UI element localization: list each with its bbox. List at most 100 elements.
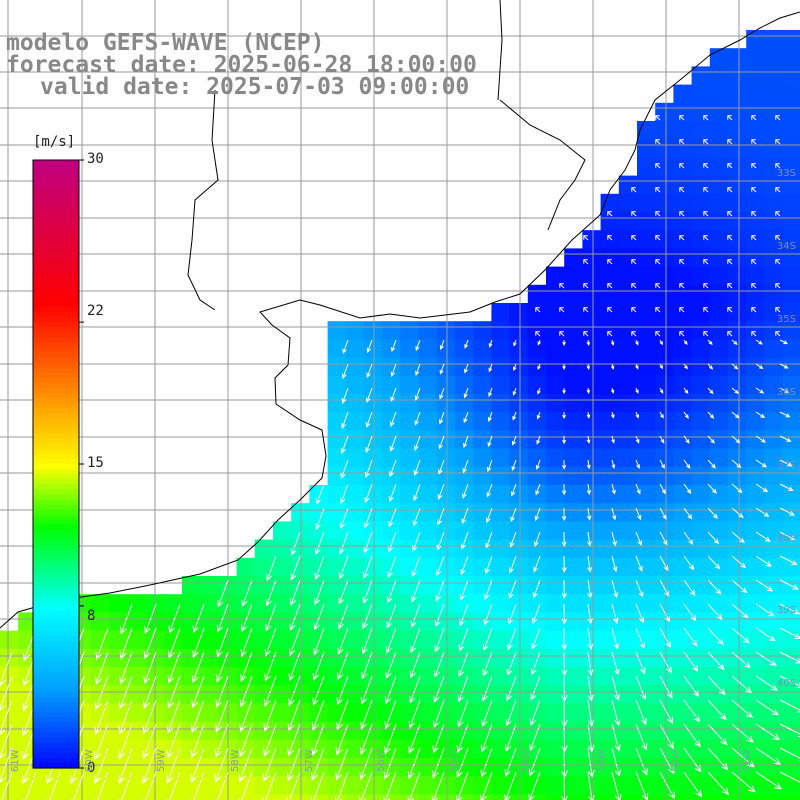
colorbar-segment bbox=[33, 236, 79, 242]
wind-arrow bbox=[192, 603, 205, 634]
wind-speed-cell bbox=[728, 357, 747, 377]
wind-speed-cell bbox=[746, 266, 765, 286]
wind-arrow bbox=[0, 699, 13, 736]
wind-arrow bbox=[655, 211, 661, 217]
wind-arrow bbox=[587, 699, 595, 728]
wind-speed-cell bbox=[418, 776, 438, 795]
wind-speed-cell bbox=[618, 303, 638, 322]
colorbar-segment bbox=[33, 312, 79, 318]
wind-speed-cell bbox=[782, 193, 800, 213]
wind-speed-cell bbox=[509, 794, 529, 800]
wind-arrow bbox=[635, 627, 645, 650]
wind-arrow bbox=[361, 651, 373, 680]
wind-arrow bbox=[775, 139, 781, 145]
wind-speed-cell bbox=[473, 321, 492, 340]
wind-speed-cell bbox=[564, 266, 583, 286]
wind-speed-cell bbox=[436, 375, 456, 395]
wind-speed-cell bbox=[473, 503, 492, 522]
wind-speed-cell bbox=[582, 685, 602, 704]
wind-arrow bbox=[364, 483, 373, 504]
wind-arrow bbox=[779, 411, 791, 418]
wind-arrow bbox=[731, 579, 748, 594]
wind-speed-cell bbox=[564, 394, 583, 413]
wind-speed-cell bbox=[782, 594, 800, 613]
wind-speed-cell bbox=[400, 394, 420, 413]
wind-arrow bbox=[631, 283, 637, 289]
wind-arrow bbox=[583, 283, 589, 289]
wind-arrow bbox=[265, 579, 277, 607]
wind-arrow bbox=[409, 675, 421, 704]
wind-speed-cell bbox=[546, 284, 565, 304]
wind-arrow bbox=[362, 579, 373, 605]
wind-arrow bbox=[459, 603, 469, 627]
wind-speed-cell bbox=[673, 612, 693, 632]
wind-speed-cell bbox=[655, 303, 674, 322]
wind-speed-cell bbox=[527, 448, 547, 468]
wind-speed-cell bbox=[709, 121, 729, 140]
wind-arrow bbox=[779, 555, 798, 565]
wind-speed-cell bbox=[91, 739, 110, 759]
wind-speed-cell bbox=[527, 648, 547, 668]
wind-speed-cell bbox=[418, 339, 438, 359]
wind-speed-cell bbox=[582, 339, 602, 359]
colorbar-segment bbox=[33, 180, 79, 186]
wind-arrow bbox=[731, 771, 756, 793]
wind-arrow bbox=[411, 579, 421, 603]
wind-arrow bbox=[191, 651, 205, 684]
colorbar-segment bbox=[33, 453, 79, 460]
wind-speed-cell bbox=[382, 794, 401, 800]
colorbar-segment bbox=[33, 433, 79, 440]
colorbar-segment bbox=[33, 545, 79, 551]
wind-speed-cell bbox=[418, 539, 438, 559]
wind-arrow bbox=[289, 603, 301, 632]
wind-arrow bbox=[385, 627, 397, 654]
colorbar-segment bbox=[33, 509, 79, 516]
wind-arrow bbox=[635, 723, 648, 751]
wind-speed-cell bbox=[546, 375, 565, 395]
wind-speed-cell bbox=[709, 648, 729, 668]
wind-speed-cell bbox=[782, 557, 800, 577]
colorbar-segment bbox=[33, 408, 79, 414]
wind-speed-cell bbox=[273, 576, 292, 595]
wind-arrow bbox=[340, 435, 349, 454]
wind-arrow bbox=[463, 411, 469, 424]
wind-speed-cell bbox=[546, 576, 565, 595]
wind-arrow bbox=[410, 603, 421, 629]
wind-speed-cell bbox=[709, 430, 729, 450]
wind-speed-cell bbox=[345, 357, 365, 377]
wind-speed-cell bbox=[746, 758, 765, 777]
wind-speed-cell bbox=[600, 685, 620, 704]
wind-arrow bbox=[143, 651, 157, 685]
wind-speed-cell bbox=[127, 667, 147, 686]
wind-arrow bbox=[659, 747, 675, 775]
wind-speed-cell bbox=[254, 630, 274, 650]
wind-speed-cell bbox=[673, 630, 693, 650]
wind-speed-cell bbox=[582, 521, 602, 541]
wind-speed-cell bbox=[382, 594, 401, 613]
wind-arrow bbox=[312, 675, 325, 706]
wind-speed-cell bbox=[273, 648, 292, 668]
wind-arrow bbox=[438, 411, 445, 425]
wind-arrow bbox=[385, 651, 397, 680]
wind-arrow bbox=[655, 307, 661, 313]
wind-arrow bbox=[607, 331, 613, 337]
wind-arrow bbox=[216, 603, 229, 633]
lon-label-59w: 59W bbox=[156, 749, 167, 772]
wind-arrow bbox=[587, 603, 593, 625]
wind-speed-cell bbox=[782, 139, 800, 158]
colorbar-unit: [m/s] bbox=[33, 134, 76, 150]
wind-speed-cell bbox=[382, 412, 401, 431]
wind-speed-cell bbox=[618, 448, 638, 468]
wind-speed-cell bbox=[182, 776, 201, 795]
wind-speed-cell bbox=[655, 157, 674, 177]
wind-speed-cell bbox=[673, 412, 693, 431]
wind-speed-cell bbox=[691, 284, 711, 304]
wind-speed-cell bbox=[546, 703, 565, 723]
wind-arrow bbox=[390, 387, 397, 402]
wind-speed-cell bbox=[455, 667, 474, 686]
wind-arrow bbox=[561, 603, 568, 625]
wind-arrow bbox=[508, 579, 517, 600]
wind-arrow bbox=[779, 363, 789, 369]
colorbar-segment bbox=[33, 443, 79, 450]
wind-speed-cell bbox=[109, 794, 128, 800]
